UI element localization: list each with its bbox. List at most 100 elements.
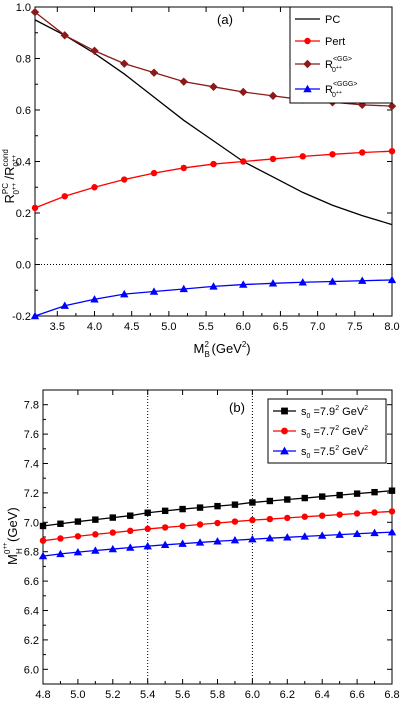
data-point — [268, 279, 278, 287]
panel-label: (b) — [229, 400, 245, 415]
y-tick-label: 6.6 — [24, 576, 39, 588]
data-point — [126, 543, 135, 551]
x-tick-label: 6.5 — [273, 321, 288, 333]
legend-label: s0 =7.72 GeV2 — [301, 425, 368, 440]
data-point — [121, 176, 128, 183]
y-tick-label: 0.2 — [16, 208, 31, 220]
y-axis-label: RPC 0++/Rcond 0++ — [1, 149, 21, 203]
y-tick-label: 6.0 — [24, 664, 39, 676]
x-tick-label: 4.8 — [35, 689, 50, 701]
data-point — [149, 68, 159, 77]
data-point — [336, 491, 343, 499]
legend-marker — [303, 84, 312, 93]
data-point — [336, 511, 343, 518]
data-point — [319, 493, 326, 500]
data-point — [249, 516, 256, 524]
data-point — [335, 530, 344, 538]
data-point — [210, 160, 217, 168]
legend-label-sub: 0++ — [332, 90, 342, 99]
y-axis-label-text2: /Rcond — [1, 149, 17, 179]
data-point — [240, 158, 247, 165]
data-point — [73, 547, 83, 556]
data-point — [249, 499, 256, 506]
data-point — [353, 510, 361, 517]
data-point — [143, 541, 152, 550]
data-point — [214, 502, 221, 510]
data-point — [358, 276, 367, 284]
legend-marker — [281, 427, 288, 435]
x-tick-label: 7.5 — [347, 321, 362, 333]
data-point — [127, 527, 134, 535]
data-point — [231, 518, 239, 525]
x-axis-label-sub: B — [205, 350, 210, 359]
data-point — [284, 496, 291, 503]
data-point — [371, 509, 378, 516]
legend-label: R<GGG> — [325, 81, 357, 96]
data-point — [269, 155, 277, 163]
data-point — [352, 529, 362, 537]
data-point — [144, 525, 151, 533]
data-point — [388, 487, 396, 494]
x-tick-label: 5.0 — [70, 689, 85, 701]
data-point — [328, 277, 337, 285]
data-point — [214, 519, 221, 527]
y-tick-label: 1.0 — [16, 2, 31, 14]
data-point — [61, 193, 68, 200]
data-point — [120, 59, 129, 68]
data-point — [230, 536, 240, 544]
data-point — [318, 531, 327, 539]
y-tick-label: 7.4 — [24, 459, 39, 471]
y-tick-label: 0.0 — [16, 260, 31, 272]
x-tick-label: 5.2 — [105, 689, 120, 701]
data-point — [179, 284, 188, 293]
y-tick-label: 7.6 — [24, 429, 39, 441]
data-point — [299, 153, 306, 160]
y-tick-label: 0.8 — [16, 54, 31, 66]
legend-label-sub: 0++ — [332, 65, 342, 74]
data-point — [30, 7, 40, 17]
x-tick-label: 4.0 — [87, 321, 102, 333]
data-point — [57, 520, 64, 527]
data-point — [60, 301, 69, 309]
legend-marker — [280, 446, 289, 455]
data-point — [91, 184, 98, 191]
data-point — [196, 504, 204, 511]
x-tick-label: 5.0 — [161, 321, 176, 333]
data-point — [265, 533, 275, 542]
data-point — [109, 514, 116, 521]
x-tick-label: 8.0 — [384, 321, 399, 333]
x-axis-label-sup: 2 — [205, 340, 210, 349]
y-axis-label-unit: (GeV) — [5, 507, 20, 542]
data-point — [266, 515, 274, 523]
data-point — [370, 528, 379, 537]
y-tick-label: 0.4 — [16, 157, 31, 169]
x-tick-label: 6.6 — [349, 689, 364, 701]
data-point — [30, 311, 40, 320]
panel-label: (a) — [217, 12, 233, 27]
data-point — [74, 533, 82, 540]
data-point — [127, 512, 134, 519]
data-point — [57, 535, 64, 542]
data-point — [90, 295, 99, 303]
data-point — [56, 549, 65, 558]
x-axis-label-unit: (GeV2) — [212, 340, 251, 356]
data-point — [31, 204, 39, 212]
data-point — [91, 546, 100, 554]
x-tick-label: 6.8 — [384, 689, 399, 701]
data-point — [283, 533, 292, 541]
data-point — [387, 275, 397, 284]
data-point — [144, 509, 151, 516]
data-point — [268, 91, 278, 101]
data-point — [231, 501, 239, 508]
series-line-1 — [34, 150, 393, 209]
data-point — [301, 494, 308, 502]
data-point — [92, 531, 99, 538]
x-tick-label: 5.8 — [210, 689, 225, 701]
legend-marker — [304, 37, 311, 45]
data-point — [179, 505, 186, 513]
x-tick-label: 6.0 — [236, 321, 251, 333]
data-point — [329, 151, 336, 158]
data-point — [109, 529, 117, 536]
y-axis-label: M0++H (GeV) — [3, 507, 24, 565]
